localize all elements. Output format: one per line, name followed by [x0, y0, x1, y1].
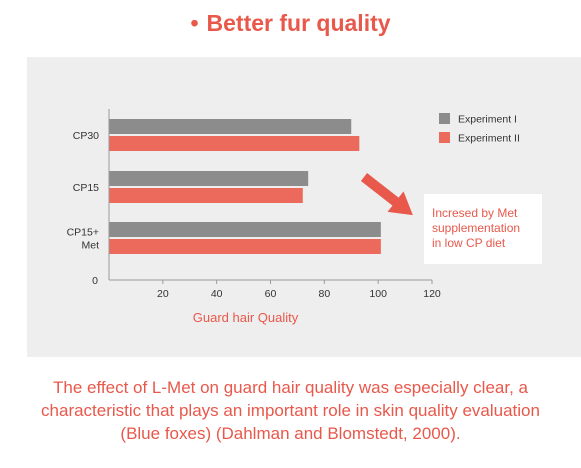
- bullet-icon: •: [190, 10, 199, 36]
- x-tick-label: 120: [423, 288, 441, 300]
- chart-caption: The effect of L-Met on guard hair qualit…: [41, 378, 540, 443]
- annotation-text: supplementation: [432, 221, 520, 235]
- x-tick-label: 80: [318, 288, 330, 300]
- category-label: CP15+: [67, 227, 99, 239]
- x-axis-title: Guard hair Quality: [193, 310, 299, 325]
- section-heading: • Better fur quality: [0, 10, 581, 37]
- x-tick-label: 60: [265, 288, 277, 300]
- category-label: Met: [81, 240, 99, 252]
- bar: [109, 239, 381, 254]
- x-tick-label: 40: [211, 288, 223, 300]
- legend-label: Experiment I: [458, 114, 517, 126]
- chart-panel: CP30 CP15 CP15+ Met 0 20 40 60 80 100 120 Guard hai…: [27, 57, 581, 357]
- legend-swatch: [439, 132, 450, 143]
- arrow-shape: [360, 173, 413, 216]
- bar: [109, 119, 352, 134]
- category-label: CP30: [73, 130, 99, 142]
- bar: [109, 222, 381, 237]
- x-tick-label: 0: [92, 275, 98, 287]
- annotation-text: in low CP diet: [432, 236, 506, 250]
- x-tick-label: 20: [157, 288, 169, 300]
- annotation-box: [424, 194, 542, 264]
- bar: [109, 136, 360, 151]
- category-label: CP15: [73, 182, 99, 194]
- legend-label: Experiment II: [458, 133, 520, 145]
- arrow-icon: [360, 173, 413, 216]
- bar: [109, 188, 303, 203]
- annotation-text: Incresed by Met: [432, 206, 518, 220]
- legend-swatch: [439, 113, 450, 124]
- bar-chart: CP30 CP15 CP15+Met 0 20 40 60 80 100 120 Guard hai…: [67, 109, 542, 325]
- bar: [109, 171, 309, 186]
- heading-title: Better fur quality: [206, 10, 391, 36]
- x-tick-label: 100: [369, 288, 387, 300]
